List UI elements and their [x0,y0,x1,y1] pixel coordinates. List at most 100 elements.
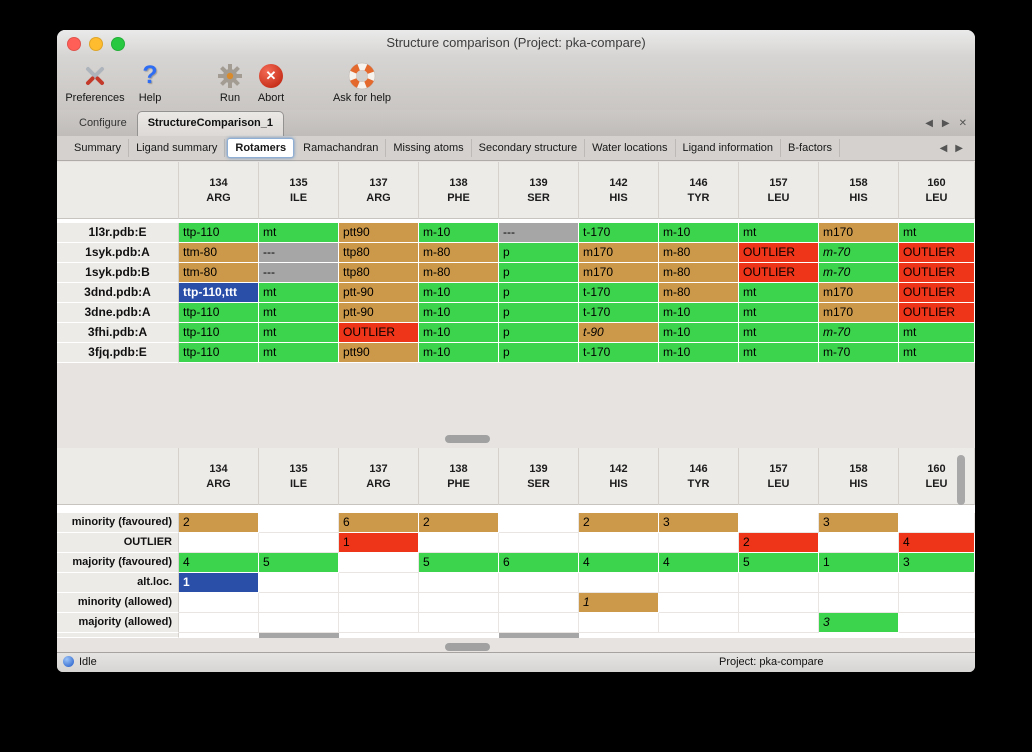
subtab-water-locations[interactable]: Water locations [585,139,676,157]
structure-cell-3dnd-pdb-a-139[interactable]: p [499,283,579,303]
summary-cell-outlier-160[interactable]: 4 [899,533,975,553]
summary-cell-majority-favoured-139[interactable]: 6 [499,553,579,573]
structure-cell-1l3r-pdb-e-138[interactable]: m-10 [419,223,499,243]
column-header-138[interactable]: 138 PHE [419,448,499,505]
structure-cell-3fhi-pdb-a-142[interactable]: t-90 [579,323,659,343]
structure-cell-3dnd-pdb-a-158[interactable]: m170 [819,283,899,303]
summary-cell-minority-allowed-142[interactable]: 1 [579,593,659,613]
column-header-139[interactable]: 139 SER [499,162,579,219]
structure-cell-3dnd-pdb-a-142[interactable]: t-170 [579,283,659,303]
summary-cell-outlier-137[interactable]: 1 [339,533,419,553]
structure-cell-1syk-pdb-a-135[interactable]: --- [259,243,339,263]
structure-cell-1syk-pdb-b-160[interactable]: OUTLIER [899,263,975,283]
column-header-142[interactable]: 142 HIS [579,448,659,505]
structure-cell-3fhi-pdb-a-135[interactable]: mt [259,323,339,343]
structure-cell-3fjq-pdb-e-139[interactable]: p [499,343,579,363]
structure-cell-1l3r-pdb-e-146[interactable]: m-10 [659,223,739,243]
summary-cell-minority-favoured-157[interactable] [739,513,819,533]
structure-cell-3dnd-pdb-a-135[interactable]: mt [259,283,339,303]
structure-cell-3fjq-pdb-e-135[interactable]: mt [259,343,339,363]
structure-cell-1syk-pdb-a-146[interactable]: m-80 [659,243,739,263]
summary-cell-minority-allowed-137[interactable] [339,593,419,613]
summary-cell-minority-allowed-158[interactable] [819,593,899,613]
summary-cell-minority-favoured-137[interactable]: 6 [339,513,419,533]
summary-cell-majority-favoured-158[interactable]: 1 [819,553,899,573]
structure-cell-3dne-pdb-a-138[interactable]: m-10 [419,303,499,323]
summary-cell-minority-allowed-134[interactable] [179,593,259,613]
structure-cell-3fjq-pdb-e-146[interactable]: m-10 [659,343,739,363]
structure-cell-3dne-pdb-a-137[interactable]: ptt-90 [339,303,419,323]
summary-cell-outlier-142[interactable] [579,533,659,553]
summary-cell-minority-allowed-138[interactable] [419,593,499,613]
summary-cell-alt-loc-134[interactable]: 1 [179,573,259,593]
structure-cell-3fjq-pdb-e-138[interactable]: m-10 [419,343,499,363]
structure-cell-3fjq-pdb-e-157[interactable]: mt [739,343,819,363]
summary-cell-outlier-138[interactable] [419,533,499,553]
summary-cell-majority-favoured-142[interactable]: 4 [579,553,659,573]
structure-cell-1l3r-pdb-e-135[interactable]: mt [259,223,339,243]
summary-cell-majority-allowed-160[interactable] [899,613,975,633]
subtab-secondary-structure[interactable]: Secondary structure [472,139,586,157]
titlebar[interactable]: Structure comparison (Project: pka-compa… [57,30,975,56]
subtab-ramachandran[interactable]: Ramachandran [296,139,387,157]
summary-cell-majority-allowed-138[interactable] [419,613,499,633]
column-header-158[interactable]: 158 HIS [819,448,899,505]
subtab-missing-atoms[interactable]: Missing atoms [386,139,472,157]
summary-cell-alt-loc-138[interactable] [419,573,499,593]
structure-cell-1syk-pdb-a-139[interactable]: p [499,243,579,263]
column-header-139[interactable]: 139 SER [499,448,579,505]
subtab-ligand-information[interactable]: Ligand information [676,139,782,157]
column-header-134[interactable]: 134 ARG [179,162,259,219]
summary-cell-majority-favoured-137[interactable] [339,553,419,573]
structure-row-label-1syk-pdb-b[interactable]: 1syk.pdb:B [57,263,179,283]
structure-row-label-3fjq-pdb-e[interactable]: 3fjq.pdb:E [57,343,179,363]
summary-cell-outlier-158[interactable] [819,533,899,553]
summary-cell-outlier-157[interactable]: 2 [739,533,819,553]
summary-cell-outlier-135[interactable] [259,533,339,553]
subtab-prev-icon[interactable]: ◀ [939,142,948,154]
structure-cell-3dnd-pdb-a-138[interactable]: m-10 [419,283,499,303]
summary-cell-majority-favoured-138[interactable]: 5 [419,553,499,573]
structure-cell-3dne-pdb-a-134[interactable]: ttp-110 [179,303,259,323]
structure-row-label-1l3r-pdb-e[interactable]: 1l3r.pdb:E [57,223,179,243]
structure-cell-3dne-pdb-a-142[interactable]: t-170 [579,303,659,323]
summary-cell-majority-favoured-160[interactable]: 3 [899,553,975,573]
column-header-157[interactable]: 157 LEU [739,162,819,219]
structure-cell-3dnd-pdb-a-137[interactable]: ptt-90 [339,283,419,303]
column-header-138[interactable]: 138 PHE [419,162,499,219]
horizontal-scrollbar-handle[interactable] [445,643,490,651]
structure-cell-1syk-pdb-a-158[interactable]: m-70 [819,243,899,263]
structure-cell-3dnd-pdb-a-146[interactable]: m-80 [659,283,739,303]
structure-cell-1syk-pdb-b-158[interactable]: m-70 [819,263,899,283]
structure-cell-3dne-pdb-a-135[interactable]: mt [259,303,339,323]
summary-cell-alt-loc-157[interactable] [739,573,819,593]
structure-cell-1syk-pdb-a-137[interactable]: ttp80 [339,243,419,263]
structure-cell-1l3r-pdb-e-137[interactable]: ptt90 [339,223,419,243]
structure-cell-3dne-pdb-a-146[interactable]: m-10 [659,303,739,323]
summary-cell-majority-allowed-135[interactable] [259,613,339,633]
tab-close-icon[interactable]: ✕ [958,118,967,129]
summary-cell-majority-allowed-142[interactable] [579,613,659,633]
summary-cell-alt-loc-135[interactable] [259,573,339,593]
structure-cell-3fhi-pdb-a-134[interactable]: ttp-110 [179,323,259,343]
summary-cell-minority-favoured-158[interactable]: 3 [819,513,899,533]
structure-cell-3fjq-pdb-e-137[interactable]: ptt90 [339,343,419,363]
structure-cell-1syk-pdb-a-138[interactable]: m-80 [419,243,499,263]
subtab-next-icon[interactable]: ▶ [955,142,963,154]
summary-cell-majority-allowed-146[interactable] [659,613,739,633]
structure-cell-3dne-pdb-a-139[interactable]: p [499,303,579,323]
structure-cell-1syk-pdb-b-137[interactable]: ttp80 [339,263,419,283]
structure-cell-1syk-pdb-b-139[interactable]: p [499,263,579,283]
summary-cell-majority-favoured-146[interactable]: 4 [659,553,739,573]
structure-cell-1l3r-pdb-e-157[interactable]: mt [739,223,819,243]
structure-cell-3fhi-pdb-a-146[interactable]: m-10 [659,323,739,343]
structure-cell-3fjq-pdb-e-134[interactable]: ttp-110 [179,343,259,363]
summary-cell-minority-favoured-160[interactable] [899,513,975,533]
summary-cell-majority-allowed-139[interactable] [499,613,579,633]
structure-row-label-3dnd-pdb-a[interactable]: 3dnd.pdb:A [57,283,179,303]
structure-cell-3fhi-pdb-a-137[interactable]: OUTLIER [339,323,419,343]
close-window-button[interactable] [67,37,81,51]
structure-cell-1syk-pdb-b-138[interactable]: m-80 [419,263,499,283]
summary-cell-outlier-146[interactable] [659,533,739,553]
summary-cell-minority-allowed-139[interactable] [499,593,579,613]
